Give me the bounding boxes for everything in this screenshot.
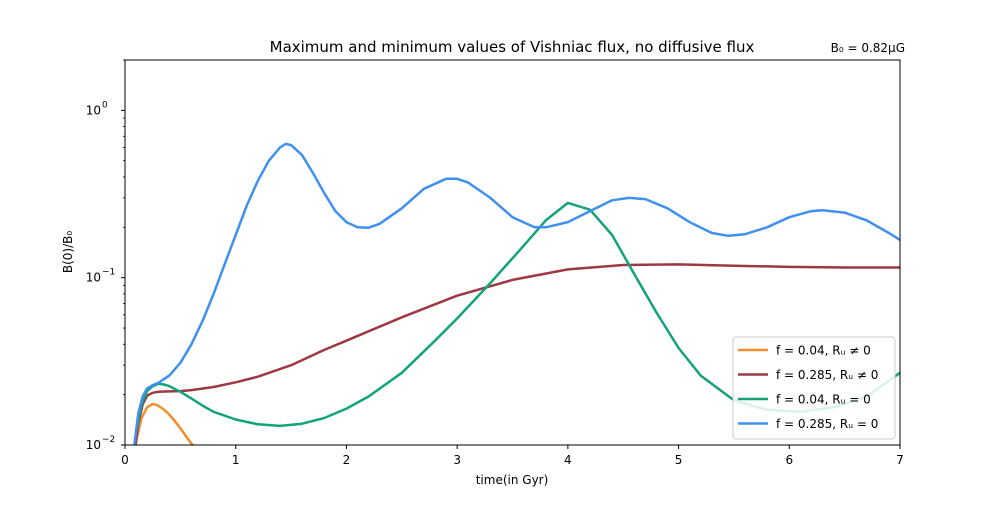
x-tick-label: 5 xyxy=(675,453,683,467)
x-tick-label: 3 xyxy=(453,453,461,467)
legend-label: f = 0.04, Rᵤ ≠ 0 xyxy=(776,344,871,358)
x-tick-label: 1 xyxy=(232,453,240,467)
chart-title: Maximum and minimum values of Vishniac f… xyxy=(270,38,755,56)
series-line-3 xyxy=(134,201,900,434)
x-tick-label: 6 xyxy=(785,453,793,467)
x-tick-label: 7 xyxy=(896,453,904,467)
series-line-4 xyxy=(133,142,900,445)
x-tick-label: 2 xyxy=(343,453,351,467)
x-axis: 0 1 2 3 4 5 6 7 xyxy=(121,445,904,467)
series-layer xyxy=(133,142,900,445)
series-line-1 xyxy=(134,402,195,445)
y-tick-label: 10 xyxy=(86,438,101,452)
y-axis-label: B(0)/B₀ xyxy=(61,231,75,274)
plot-frame xyxy=(124,59,901,446)
y-tick-exponent: −2 xyxy=(102,435,115,445)
y-tick-exponent: −1 xyxy=(102,268,115,278)
legend-frame xyxy=(732,336,896,440)
legend-label: f = 0.285, Rᵤ = 0 xyxy=(776,417,878,431)
y-tick-label: 10 xyxy=(86,103,101,117)
y-tick-label: 10 xyxy=(86,271,101,285)
x-tick-label: 0 xyxy=(121,453,129,467)
legend-label: f = 0.04, Rᵤ = 0 xyxy=(776,393,871,407)
series-line-2 xyxy=(134,263,900,445)
y-tick-exponent: 0 xyxy=(102,100,108,110)
legend-label: f = 0.285, Rᵤ ≠ 0 xyxy=(776,368,878,382)
legend: f = 0.04, Rᵤ ≠ 0 f = 0.285, Rᵤ ≠ 0 f = 0.0… xyxy=(732,336,896,440)
b0-annotation: B₀ = 0.82μG xyxy=(831,41,905,55)
x-axis-label: time(in Gyr) xyxy=(476,473,549,487)
x-tick-label: 4 xyxy=(564,453,572,467)
